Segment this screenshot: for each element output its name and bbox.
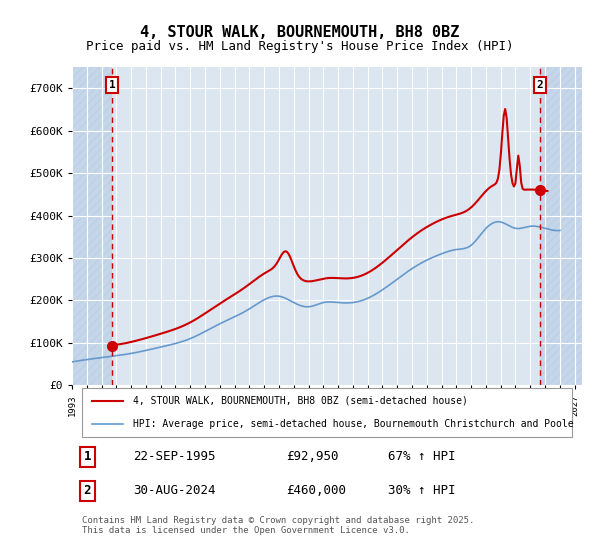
Text: 4, STOUR WALK, BOURNEMOUTH, BH8 0BZ: 4, STOUR WALK, BOURNEMOUTH, BH8 0BZ	[140, 25, 460, 40]
Text: 67% ↑ HPI: 67% ↑ HPI	[388, 450, 456, 463]
Text: 2: 2	[536, 80, 544, 90]
Text: Price paid vs. HM Land Registry's House Price Index (HPI): Price paid vs. HM Land Registry's House …	[86, 40, 514, 53]
Text: £92,950: £92,950	[286, 450, 338, 463]
Text: 30-AUG-2024: 30-AUG-2024	[133, 484, 216, 497]
Text: HPI: Average price, semi-detached house, Bournemouth Christchurch and Poole: HPI: Average price, semi-detached house,…	[133, 419, 574, 430]
Bar	[72, 67, 112, 385]
Text: £460,000: £460,000	[286, 484, 346, 497]
Text: 30% ↑ HPI: 30% ↑ HPI	[388, 484, 456, 497]
Text: 1: 1	[109, 80, 116, 90]
Text: Contains HM Land Registry data © Crown copyright and database right 2025.
This d: Contains HM Land Registry data © Crown c…	[82, 516, 475, 535]
Bar	[540, 67, 582, 385]
Text: 4, STOUR WALK, BOURNEMOUTH, BH8 0BZ (semi-detached house): 4, STOUR WALK, BOURNEMOUTH, BH8 0BZ (sem…	[133, 395, 468, 405]
Text: 2: 2	[83, 484, 91, 497]
Text: 1: 1	[83, 450, 91, 463]
Text: 22-SEP-1995: 22-SEP-1995	[133, 450, 216, 463]
FancyBboxPatch shape	[82, 388, 572, 437]
